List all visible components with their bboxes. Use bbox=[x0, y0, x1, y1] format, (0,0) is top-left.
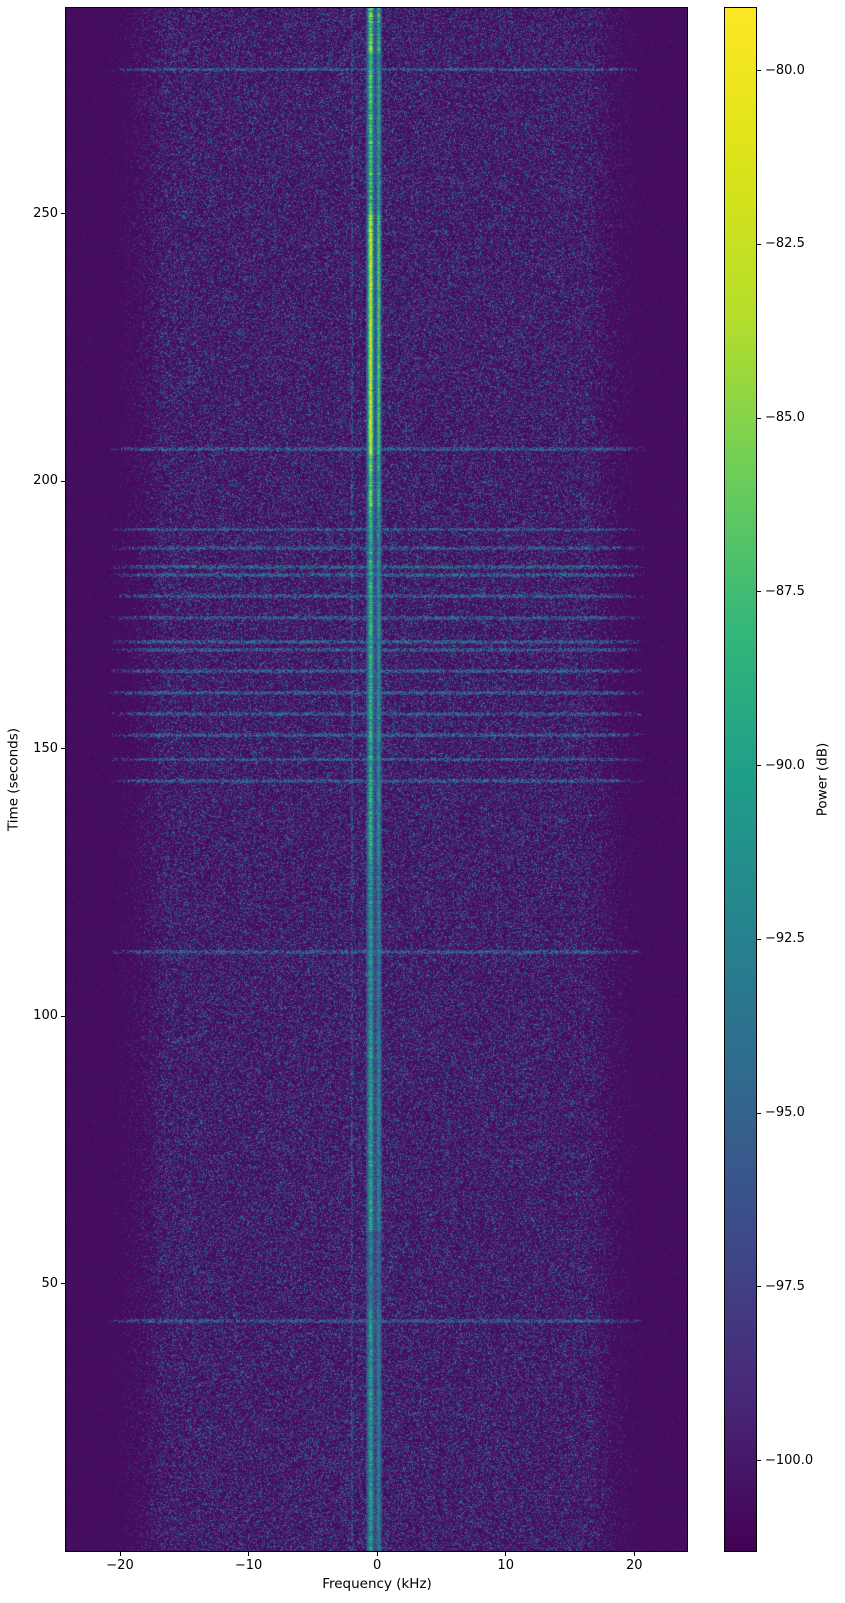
x-tick-mark bbox=[248, 1552, 250, 1556]
x-tick-label: −20 bbox=[106, 1558, 134, 1573]
x-axis-label: Frequency (kHz) bbox=[322, 1576, 432, 1592]
colorbar-tick-label: −87.5 bbox=[765, 583, 805, 599]
x-tick-mark bbox=[505, 1552, 507, 1556]
colorbar-tick-mark bbox=[757, 1286, 761, 1288]
x-tick-label: 20 bbox=[626, 1558, 643, 1573]
y-tick-label: 250 bbox=[33, 205, 58, 221]
colorbar-tick-mark bbox=[757, 591, 761, 593]
y-tick-label: 150 bbox=[33, 740, 58, 756]
y-tick-label: 200 bbox=[33, 473, 58, 489]
y-tick-label: 100 bbox=[33, 1008, 58, 1024]
colorbar-tick-mark bbox=[757, 938, 761, 940]
colorbar-gradient bbox=[725, 8, 756, 1551]
spectrogram-canvas bbox=[66, 8, 687, 1551]
colorbar-tick-label: −92.5 bbox=[765, 931, 805, 947]
x-tick-label: −10 bbox=[234, 1558, 263, 1573]
colorbar-tick-label: −80.0 bbox=[765, 62, 805, 78]
y-tick-label: 50 bbox=[41, 1275, 58, 1291]
colorbar-tick-label: −95.0 bbox=[765, 1105, 805, 1121]
x-tick-mark bbox=[376, 1552, 378, 1556]
colorbar-tick-mark bbox=[757, 417, 761, 419]
y-axis-label: Time (seconds) bbox=[5, 727, 22, 832]
colorbar-tick-label: −85.0 bbox=[765, 410, 805, 426]
colorbar-tick-label: −82.5 bbox=[765, 236, 805, 252]
x-tick-mark bbox=[119, 1552, 121, 1556]
x-tick-label: 10 bbox=[497, 1558, 514, 1573]
y-tick-mark bbox=[61, 1015, 65, 1017]
colorbar-label: Power (dB) bbox=[814, 742, 831, 817]
x-tick-mark bbox=[633, 1552, 635, 1556]
colorbar-tick-mark bbox=[757, 70, 761, 72]
y-tick-mark bbox=[61, 213, 65, 215]
colorbar-tick-mark bbox=[757, 1112, 761, 1114]
colorbar-tick-label: −97.5 bbox=[765, 1278, 805, 1294]
y-tick-mark bbox=[61, 1283, 65, 1285]
colorbar-tick-mark bbox=[757, 1460, 761, 1462]
colorbar-tick-label: −100.0 bbox=[765, 1452, 814, 1468]
colorbar-tick-mark bbox=[757, 765, 761, 767]
colorbar-tick-mark bbox=[757, 243, 761, 245]
x-tick-label: 0 bbox=[373, 1558, 382, 1573]
y-tick-mark bbox=[61, 480, 65, 482]
colorbar bbox=[724, 7, 757, 1552]
plot-area bbox=[65, 7, 688, 1552]
y-tick-mark bbox=[61, 748, 65, 750]
colorbar-tick-label: −90.0 bbox=[765, 757, 805, 773]
